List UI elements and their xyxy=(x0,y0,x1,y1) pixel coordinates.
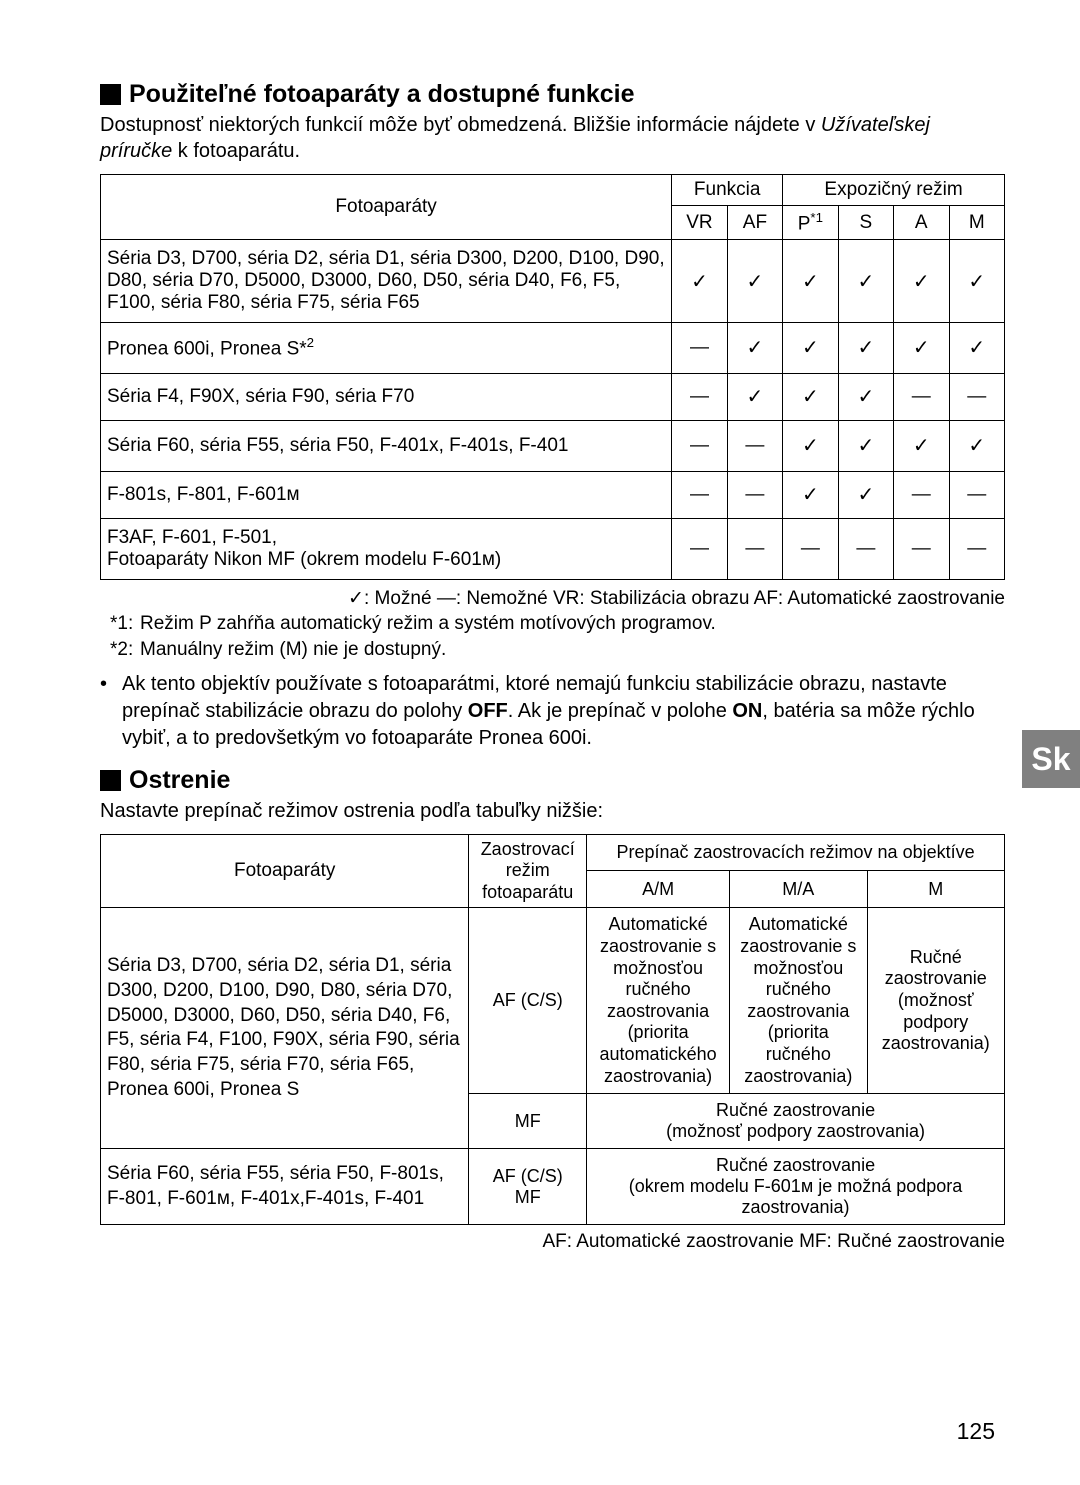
th-cameras2: Fotoaparáty xyxy=(101,834,469,908)
camera-cell: Séria D3, D700, séria D2, séria D1, séri… xyxy=(101,908,469,1149)
table-row: Séria F4, F90X, séria F90, séria F70 — ✓… xyxy=(101,373,1005,420)
cell: — xyxy=(672,471,727,518)
cell: ✓ xyxy=(949,240,1005,323)
table-row: F3AF, F-601, F-501, Fotoaparáty Nikon MF… xyxy=(101,518,1005,579)
camera-cell: F3AF, F-601, F-501, Fotoaparáty Nikon MF… xyxy=(101,518,672,579)
cell: ✓ xyxy=(949,420,1005,471)
cell: — xyxy=(894,373,949,420)
camera-cell: Pronea 600i, Pronea S*2 xyxy=(101,323,672,373)
note2-marker: *2: xyxy=(110,637,140,663)
th-exposure: Expozičný režim xyxy=(783,175,1005,206)
cell: — xyxy=(727,518,782,579)
camera-cell: Séria D3, D700, séria D2, séria D1, séri… xyxy=(101,240,672,323)
cell: ✓ xyxy=(783,471,838,518)
cell: ✓ xyxy=(727,240,782,323)
table-row: Séria F60, séria F55, séria F50, F-801s,… xyxy=(101,1149,1005,1225)
cell: — xyxy=(949,471,1005,518)
block-marker-icon xyxy=(100,84,121,105)
cell: — xyxy=(727,471,782,518)
th-vr: VR xyxy=(672,206,727,240)
cell: ✓ xyxy=(838,471,893,518)
th-p: P*1 xyxy=(783,206,838,240)
cell: ✓ xyxy=(838,323,893,373)
table-row: Séria D3, D700, séria D2, séria D1, séri… xyxy=(101,240,1005,323)
th-focusmode: Zaostrovací režim fotoaparátu xyxy=(469,834,587,908)
cell: ✓ xyxy=(672,240,727,323)
cell: ✓ xyxy=(838,373,893,420)
ma-cell: Automatické zaostrovanie s možnosťou ruč… xyxy=(730,908,867,1094)
am-cell: Automatické zaostrovanie s možnosťou ruč… xyxy=(587,908,730,1094)
th-ma: M/A xyxy=(730,871,867,908)
page-number: 125 xyxy=(957,1418,995,1445)
focus-table: Fotoaparáty Zaostrovací režim fotoaparát… xyxy=(100,834,1005,1226)
section2-heading: Ostrenie xyxy=(100,766,1005,795)
mode-cell: AF (C/S) xyxy=(469,908,587,1094)
cell: ✓ xyxy=(783,323,838,373)
camera-cell: Séria F60, séria F55, séria F50, F-401x,… xyxy=(101,420,672,471)
bullet-text: Ak tento objektív používate s fotoaparát… xyxy=(122,671,1005,752)
cell: — xyxy=(783,518,838,579)
th-a: A xyxy=(894,206,949,240)
intro-before: Dostupnosť niektorých funkcií môže byť o… xyxy=(100,114,821,136)
cell: ✓ xyxy=(727,373,782,420)
section1-intro: Dostupnosť niektorých funkcií môže byť o… xyxy=(100,112,1005,164)
block-marker-icon xyxy=(100,770,121,791)
cell: — xyxy=(894,471,949,518)
mf-cell: Ručné zaostrovanie (možnosť podpory zaos… xyxy=(587,1094,1005,1149)
table2-legend: AF: Automatické zaostrovanie MF: Ručné z… xyxy=(100,1231,1005,1253)
cell: ✓ xyxy=(838,240,893,323)
cell: — xyxy=(949,518,1005,579)
cell: — xyxy=(672,373,727,420)
th-switch: Prepínač zaostrovacích režimov na objekt… xyxy=(587,834,1005,871)
mode-cell: MF xyxy=(469,1094,587,1149)
th-s: S xyxy=(838,206,893,240)
cell: — xyxy=(949,373,1005,420)
cell: ✓ xyxy=(894,240,949,323)
note2-text: Manuálny režim (M) nie je dostupný. xyxy=(140,637,446,663)
bullet-icon: • xyxy=(100,671,122,752)
table-row: Séria F60, séria F55, séria F50, F-401x,… xyxy=(101,420,1005,471)
m-cell: Ručné zaostrovanie (možnosť podpory zaos… xyxy=(867,908,1004,1094)
th-function: Funkcia xyxy=(672,175,783,206)
section1-title: Použiteľné fotoaparáty a dostupné funkci… xyxy=(129,80,635,109)
camera-cell: Séria F60, séria F55, séria F50, F-801s,… xyxy=(101,1149,469,1225)
language-tab: Sk xyxy=(1022,730,1080,788)
cell: — xyxy=(672,518,727,579)
cell: — xyxy=(672,323,727,373)
mode-cell: AF (C/S) MF xyxy=(469,1149,587,1225)
camera-cell: Séria F4, F90X, séria F90, séria F70 xyxy=(101,373,672,420)
cell: — xyxy=(672,420,727,471)
table1-legend: ✓: Možné —: Nemožné VR: Stabilizácia obr… xyxy=(100,586,1005,612)
section2-intro: Nastavte prepínač režimov ostrenia podľa… xyxy=(100,798,1005,824)
intro-after: k fotoaparátu. xyxy=(172,140,300,162)
section1-heading: Použiteľné fotoaparáty a dostupné funkci… xyxy=(100,80,1005,109)
camera-cell: F-801s, F-801, F-601ᴍ xyxy=(101,471,672,518)
section2-title: Ostrenie xyxy=(129,766,230,795)
bullet-note: • Ak tento objektív používate s fotoapar… xyxy=(100,671,1005,752)
cell: ✓ xyxy=(838,420,893,471)
compat-table: Fotoaparáty Funkcia Expozičný režim VR A… xyxy=(100,174,1005,580)
text-cell: Ručné zaostrovanie (okrem modelu F-601ᴍ … xyxy=(587,1149,1005,1225)
cell: ✓ xyxy=(783,420,838,471)
cell: — xyxy=(894,518,949,579)
table-row: F-801s, F-801, F-601ᴍ — — ✓ ✓ — — xyxy=(101,471,1005,518)
cell: ✓ xyxy=(894,420,949,471)
table1-notes: *1:Režim P zahŕňa automatický režim a sy… xyxy=(100,611,1005,662)
th-af: AF xyxy=(727,206,782,240)
cell: — xyxy=(838,518,893,579)
table-row: Pronea 600i, Pronea S*2 — ✓ ✓ ✓ ✓ ✓ xyxy=(101,323,1005,373)
cell: ✓ xyxy=(783,373,838,420)
th-am: A/M xyxy=(587,871,730,908)
cell: ✓ xyxy=(783,240,838,323)
th-cameras: Fotoaparáty xyxy=(101,175,672,240)
note1-text: Režim P zahŕňa automatický režim a systé… xyxy=(140,611,716,637)
cell: ✓ xyxy=(727,323,782,373)
th-m: M xyxy=(949,206,1005,240)
th-m2: M xyxy=(867,871,1004,908)
cell: ✓ xyxy=(949,323,1005,373)
cell: — xyxy=(727,420,782,471)
table-row: Séria D3, D700, séria D2, séria D1, séri… xyxy=(101,908,1005,1094)
note1-marker: *1: xyxy=(110,611,140,637)
cell: ✓ xyxy=(894,323,949,373)
